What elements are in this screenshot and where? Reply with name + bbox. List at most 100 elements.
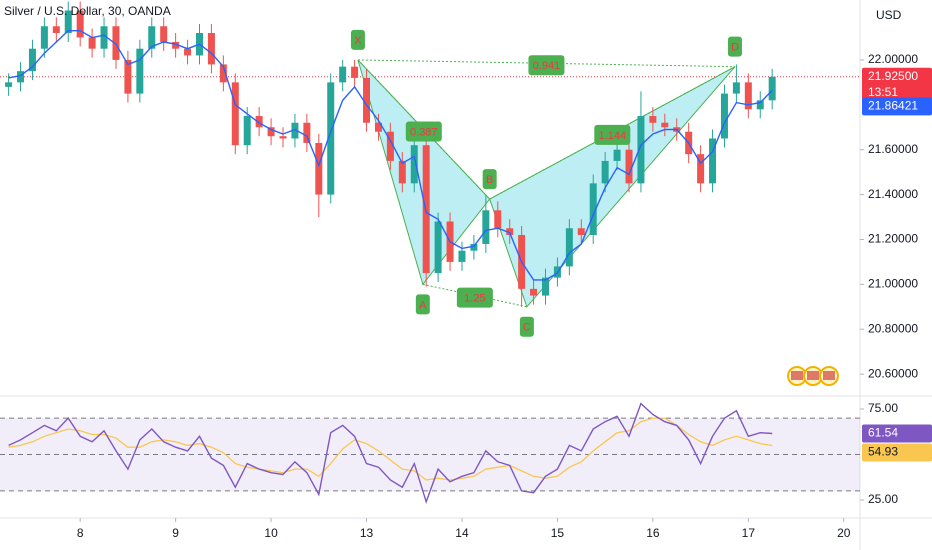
y-tick-label: 22.00000	[868, 52, 918, 66]
pattern-ratio-label: 0.387	[410, 126, 438, 138]
candle-body	[768, 76, 776, 101]
pattern-point-label-box	[350, 29, 365, 50]
candle-body	[172, 41, 180, 49]
candle-body	[112, 26, 120, 60]
candle-body	[756, 100, 764, 110]
pattern-point-label: B	[486, 174, 493, 186]
flag-stripe	[791, 371, 803, 380]
x-tick-label: 9	[172, 526, 179, 540]
candle-body	[386, 131, 394, 161]
ma-value-box	[862, 97, 932, 116]
candle-body	[601, 160, 609, 184]
last-price-box	[862, 67, 932, 102]
candle-body	[732, 82, 740, 94]
candle-body	[160, 26, 168, 42]
rsi-line	[8, 402, 773, 504]
candle-body	[744, 82, 752, 110]
candle-body	[410, 145, 418, 184]
candle-body	[577, 228, 585, 235]
flag-stripe	[807, 371, 819, 380]
candle-body	[565, 228, 573, 267]
x-tick-label: 20	[837, 526, 851, 540]
x-tick-label: 17	[742, 526, 756, 540]
candle-body	[720, 93, 728, 139]
pattern-point-label: X	[354, 35, 362, 47]
candle-body	[649, 116, 657, 123]
candle-body	[184, 48, 192, 56]
pattern-ratio-label-box	[594, 124, 631, 145]
candle-body	[339, 66, 347, 83]
x-tick-label: 8	[77, 526, 84, 540]
price-pane: X A B C D 0.941 0.387 1.25 1.144	[0, 1, 860, 337]
candle-body	[76, 10, 84, 38]
candle-body	[17, 71, 25, 83]
candle-body	[52, 26, 60, 33]
pattern-point-label-box	[482, 169, 497, 190]
last-price-label: 21.92500	[868, 69, 918, 83]
flag-stripe	[823, 371, 835, 380]
x-tick-label: 14	[455, 526, 469, 540]
y-tick-label: 21.40000	[868, 187, 918, 201]
candle-body	[255, 116, 263, 128]
candle-body	[458, 250, 466, 262]
ma-value-label: 21.86421	[868, 99, 918, 113]
candle-body	[661, 122, 669, 128]
candle-body	[530, 288, 538, 296]
candle-body	[291, 122, 299, 139]
pattern-point-label: C	[523, 322, 531, 334]
candle-body	[136, 48, 144, 94]
candle-body	[327, 82, 335, 195]
candle-body	[637, 116, 645, 184]
pattern-ratio-label-box	[405, 121, 442, 142]
candle-body	[589, 183, 597, 235]
candle-body	[207, 32, 215, 65]
candle-body	[315, 142, 323, 195]
pattern-ratio-label-box	[528, 55, 565, 76]
rsi-tick-label: 75.00	[868, 401, 898, 415]
pattern-point-label: D	[731, 42, 739, 54]
pattern-point-label: A	[419, 299, 427, 311]
candle-body	[697, 154, 705, 184]
candle-body	[613, 149, 621, 161]
pattern-point-label-box	[727, 36, 742, 57]
x-tick-label: 10	[264, 526, 278, 540]
pattern-ratio-label-box	[456, 287, 493, 308]
candle-body	[625, 149, 633, 184]
rsi-signal-label: 54.93	[868, 445, 898, 459]
chart-title: Silver / U.S. Dollar, 30, OANDA	[4, 4, 171, 18]
candle-body	[482, 210, 490, 244]
candle-body	[28, 48, 36, 72]
y-tick-label: 21.60000	[868, 142, 918, 156]
candle-body	[470, 243, 478, 251]
candle-body	[398, 160, 406, 184]
x-tick-label: 16	[646, 526, 660, 540]
candle-body	[148, 26, 156, 49]
pattern-ratio-label: 1.25	[464, 292, 485, 304]
candle-body	[88, 37, 96, 49]
rsi-pane	[0, 402, 860, 504]
x-tick-label: 15	[551, 526, 565, 540]
candle-body	[267, 127, 275, 137]
moving-average-line	[8, 30, 773, 281]
y-tick-label: 21.00000	[868, 277, 918, 291]
countdown-label: 13:51	[868, 85, 898, 99]
rsi-signal-line	[8, 417, 773, 481]
axes: 20.60000 20.80000 21.00000 21.20000 21.40000…	[77, 52, 932, 540]
candle-body	[64, 10, 72, 33]
y-tick-label: 21.20000	[868, 232, 918, 246]
y-tick-label: 20.60000	[868, 366, 918, 380]
candle-body	[434, 221, 442, 274]
candle-body	[100, 26, 108, 49]
candle-body	[303, 122, 311, 143]
y-tick-label: 20.80000	[868, 321, 918, 335]
candle-body	[494, 210, 502, 229]
candle-body	[351, 66, 359, 78]
candle-body	[40, 26, 48, 49]
rsi-value-box	[862, 424, 932, 443]
candle-body	[231, 82, 239, 146]
candle-body	[243, 116, 251, 146]
candle-body	[219, 64, 227, 83]
